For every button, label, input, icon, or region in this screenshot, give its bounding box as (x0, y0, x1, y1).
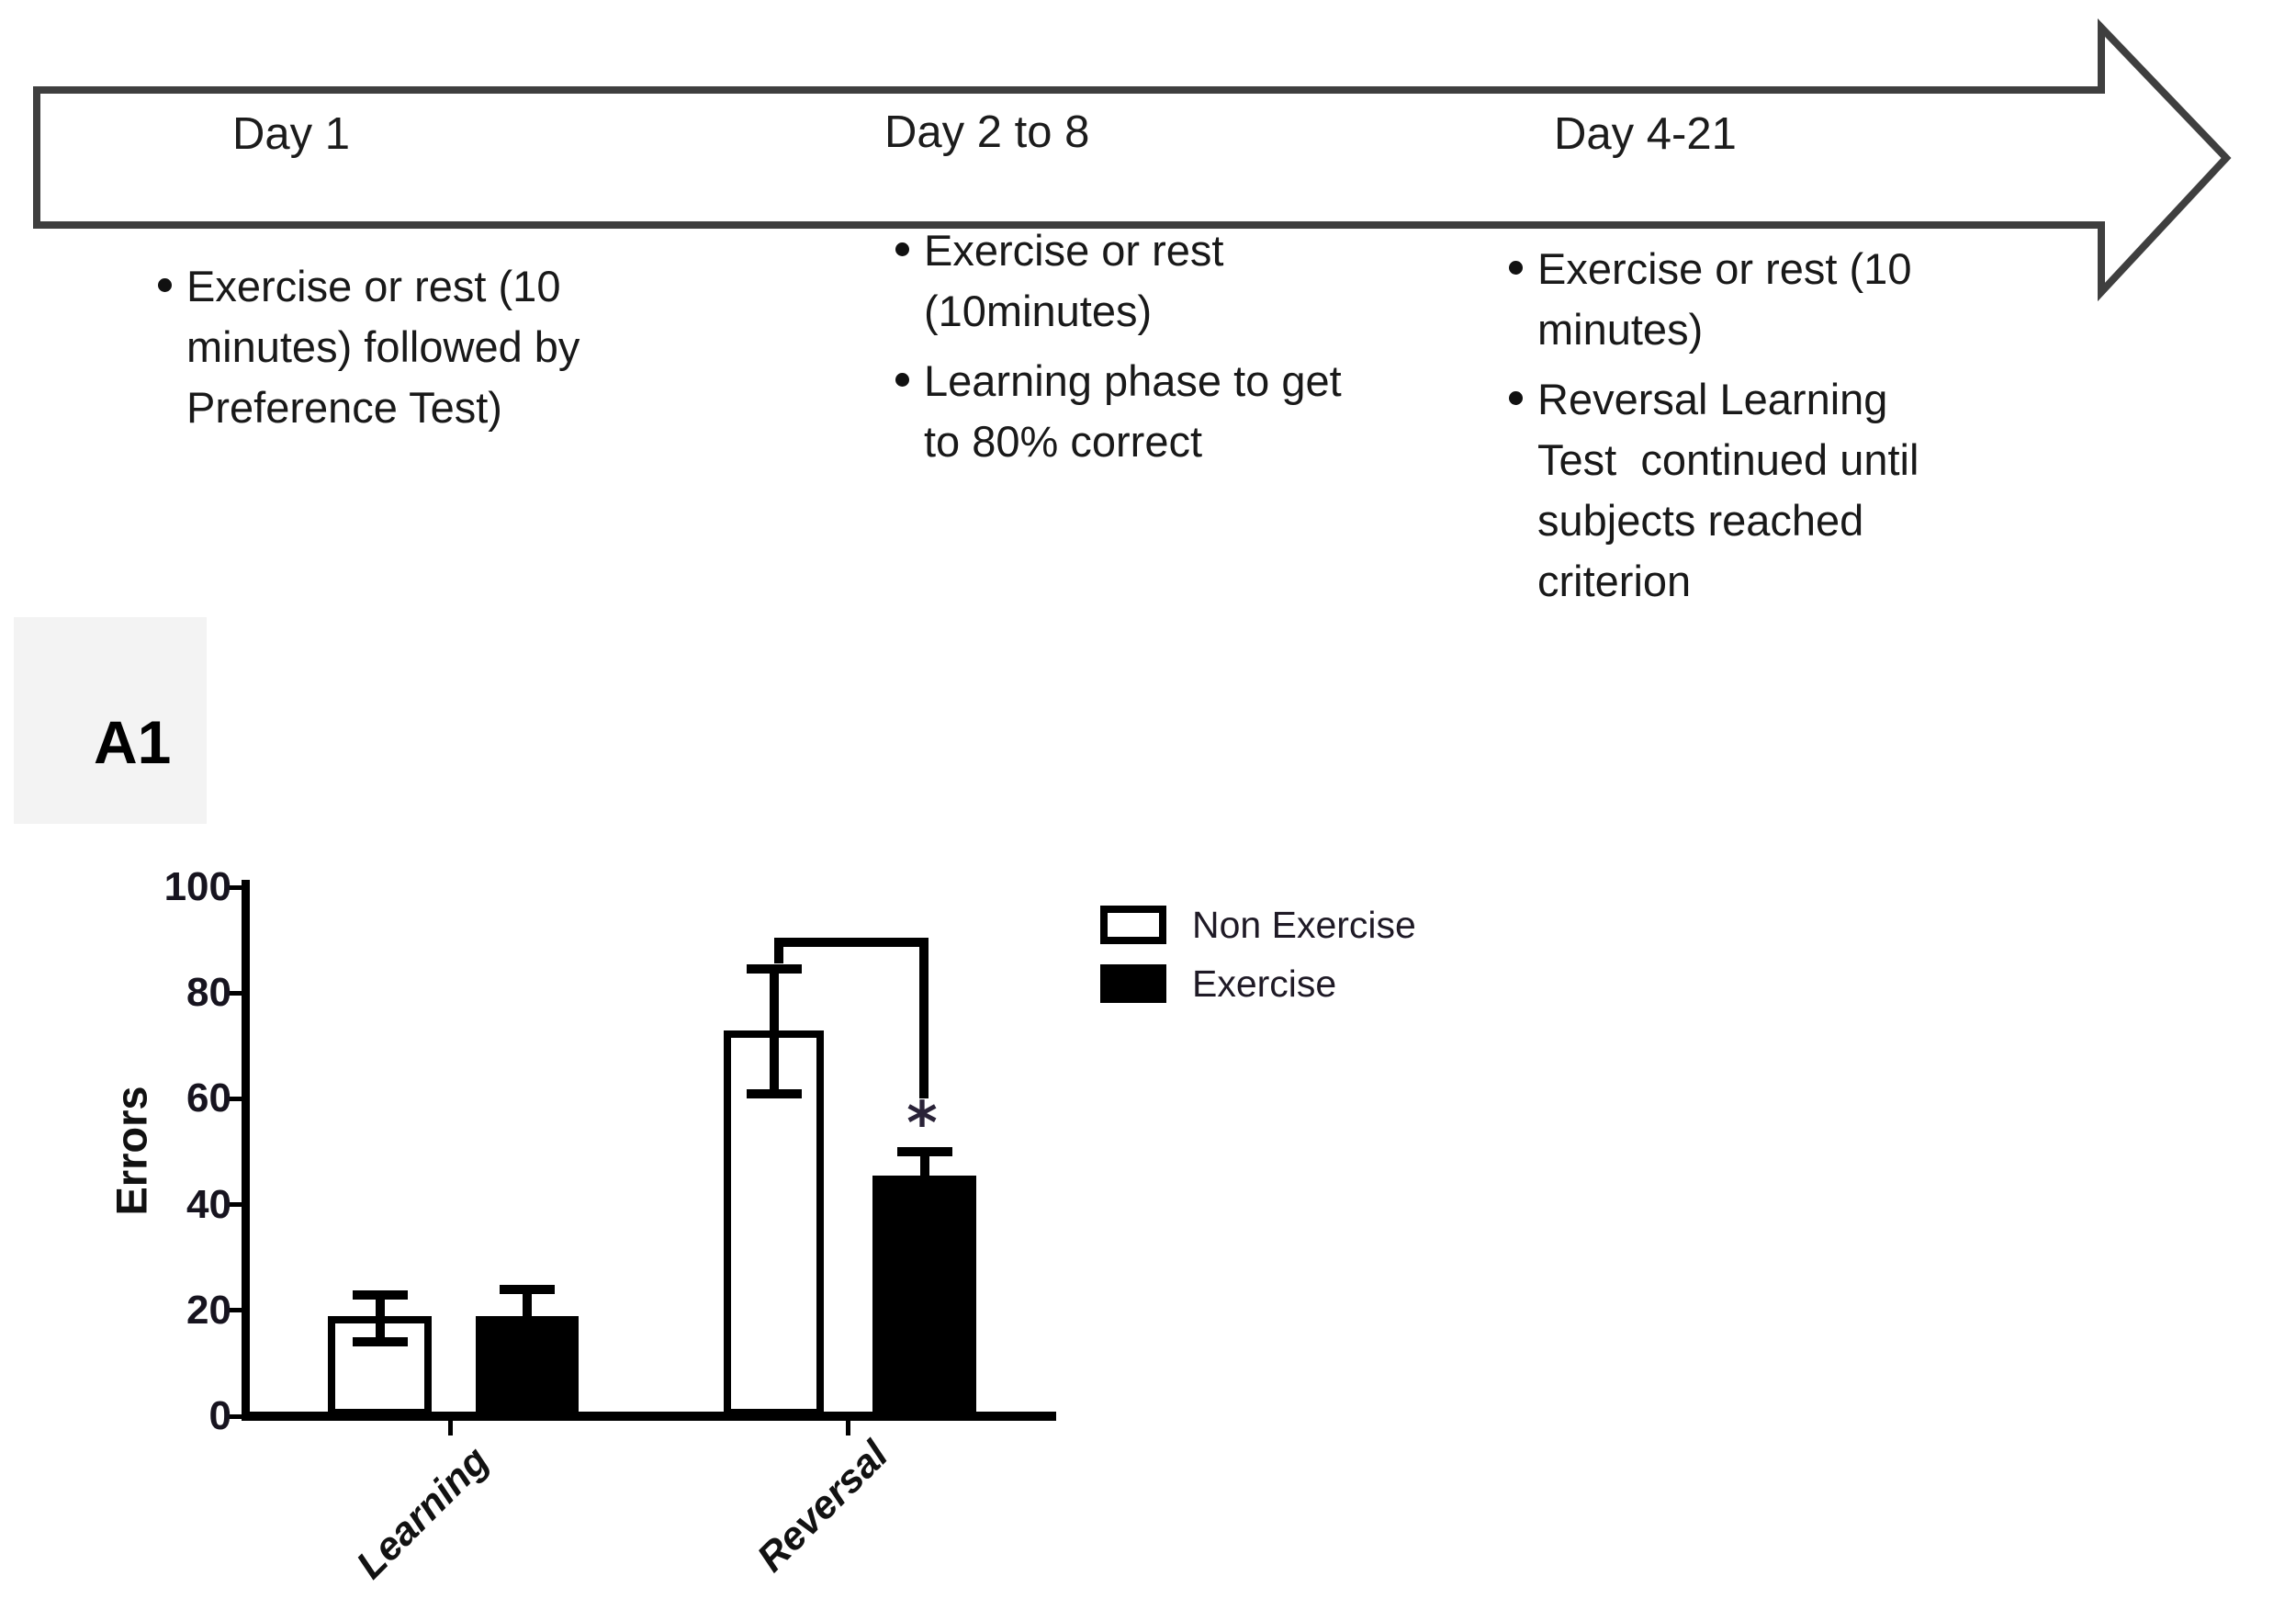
error-bar-cap (500, 1284, 555, 1294)
y-tick-label: 60 (186, 1075, 231, 1121)
error-bar-cap (746, 1088, 802, 1098)
error-bar-line (375, 1294, 385, 1343)
bullet-dot-icon (158, 278, 172, 292)
legend-swatch-non-exercise-icon (1100, 906, 1166, 944)
y-tick (227, 1308, 242, 1313)
error-bar-cap (352, 1337, 408, 1347)
y-tick-label: 100 (163, 864, 231, 909)
bullet-item: Exercise or rest (10minutes) (895, 220, 1465, 342)
legend-label-exercise: Exercise (1192, 962, 1337, 1005)
x-category-label: Reversal (748, 1433, 896, 1581)
error-bar-cap (352, 1289, 408, 1300)
bullet-line: Learning phase to get (924, 356, 1342, 405)
bullet-dot-icon (895, 373, 909, 387)
bar-reversal-exercise (872, 1175, 976, 1416)
sig-bracket-horizontal (774, 938, 929, 948)
error-bar-line (523, 1289, 532, 1316)
y-tick (227, 1096, 242, 1101)
sig-bracket-vertical (919, 938, 929, 1099)
bullet-line: Exercise or rest (924, 226, 1224, 275)
error-bar-cap (896, 1147, 952, 1156)
timeline-phase-label-day1: Day 1 (232, 109, 351, 159)
panel-highlight-square (14, 617, 207, 824)
timeline-phase-label-day4-21: Day 4-21 (1554, 109, 1737, 159)
chart-legend: Non Exercise Exercise (1100, 903, 1416, 1023)
timeline-phase-day2to8-bullets: Exercise or rest (10minutes) Learning ph… (895, 220, 1465, 472)
y-tick-label: 40 (186, 1181, 231, 1227)
x-tick (447, 1421, 453, 1435)
bullet-line: minutes) followed by (186, 322, 580, 371)
legend-swatch-exercise-icon (1100, 964, 1166, 1003)
bullet-dot-icon (895, 242, 909, 256)
bullet-line: criterion (1537, 557, 1692, 605)
bullet-item: Learning phase to get to 80% correct (895, 351, 1465, 472)
legend-label-non-exercise: Non Exercise (1192, 903, 1416, 946)
y-tick (227, 1202, 242, 1208)
x-axis (242, 1412, 1056, 1421)
x-category-label: Learning (348, 1438, 498, 1588)
bullet-text: Learning phase to get to 80% correct (924, 351, 1342, 472)
error-bar-cap (746, 964, 802, 974)
y-tick (227, 990, 242, 996)
bullet-text: Exercise or rest (10 minutes) followed b… (186, 256, 580, 438)
timeline-phase-day4-21-bullets: Exercise or rest (10 minutes) Reversal L… (1509, 239, 2078, 612)
bullet-dot-icon (1509, 391, 1523, 405)
bullet-item: Exercise or rest (10 minutes) (1509, 239, 2078, 360)
panel-label-a1: A1 (94, 708, 172, 776)
bullet-text: Exercise or rest (10minutes) (924, 220, 1223, 342)
bar-reversal-non-exercise (724, 1030, 824, 1416)
legend-row-non-exercise: Non Exercise (1100, 903, 1416, 946)
y-axis (242, 880, 250, 1421)
bullet-line: Exercise or rest (10 (1537, 244, 1912, 293)
bullet-line: minutes) (1537, 305, 1704, 354)
bullet-text: Exercise or rest (10 minutes) (1537, 239, 1911, 360)
bullet-line: Test continued until (1537, 435, 1919, 484)
y-tick-label: 0 (208, 1393, 231, 1438)
x-tick (845, 1421, 850, 1435)
bullet-line: Reversal Learning (1537, 375, 1888, 423)
bar-learning-exercise (476, 1315, 579, 1416)
bullet-line: (10minutes) (924, 287, 1153, 335)
bullet-text: Reversal Learning Test continued until s… (1537, 369, 1919, 612)
bullet-item: Reversal Learning Test continued until s… (1509, 369, 2078, 612)
bullet-line: Exercise or rest (10 (186, 262, 561, 310)
bullet-line: Preference Test) (186, 383, 502, 432)
bullet-line: subjects reached (1537, 496, 1864, 545)
y-tick (227, 1413, 242, 1419)
timeline-arrow-shape (33, 18, 2232, 302)
y-tick-label: 80 (186, 970, 231, 1016)
error-bar-line (769, 969, 779, 1094)
legend-row-exercise: Exercise (1100, 962, 1416, 1005)
sig-bracket-stub (774, 938, 783, 964)
timeline-phase-label-day2to8: Day 2 to 8 (884, 107, 1090, 157)
y-tick (227, 884, 242, 890)
timeline-phase-day1-bullets: Exercise or rest (10 minutes) followed b… (158, 256, 727, 438)
error-bar-line (919, 1152, 929, 1176)
timeline-arrow (33, 18, 2232, 302)
bullet-line: to 80% correct (924, 417, 1203, 466)
bullet-dot-icon (1509, 261, 1523, 275)
y-tick-label: 20 (186, 1287, 231, 1333)
significance-star: * (906, 1090, 938, 1159)
bullet-item: Exercise or rest (10 minutes) followed b… (158, 256, 727, 438)
